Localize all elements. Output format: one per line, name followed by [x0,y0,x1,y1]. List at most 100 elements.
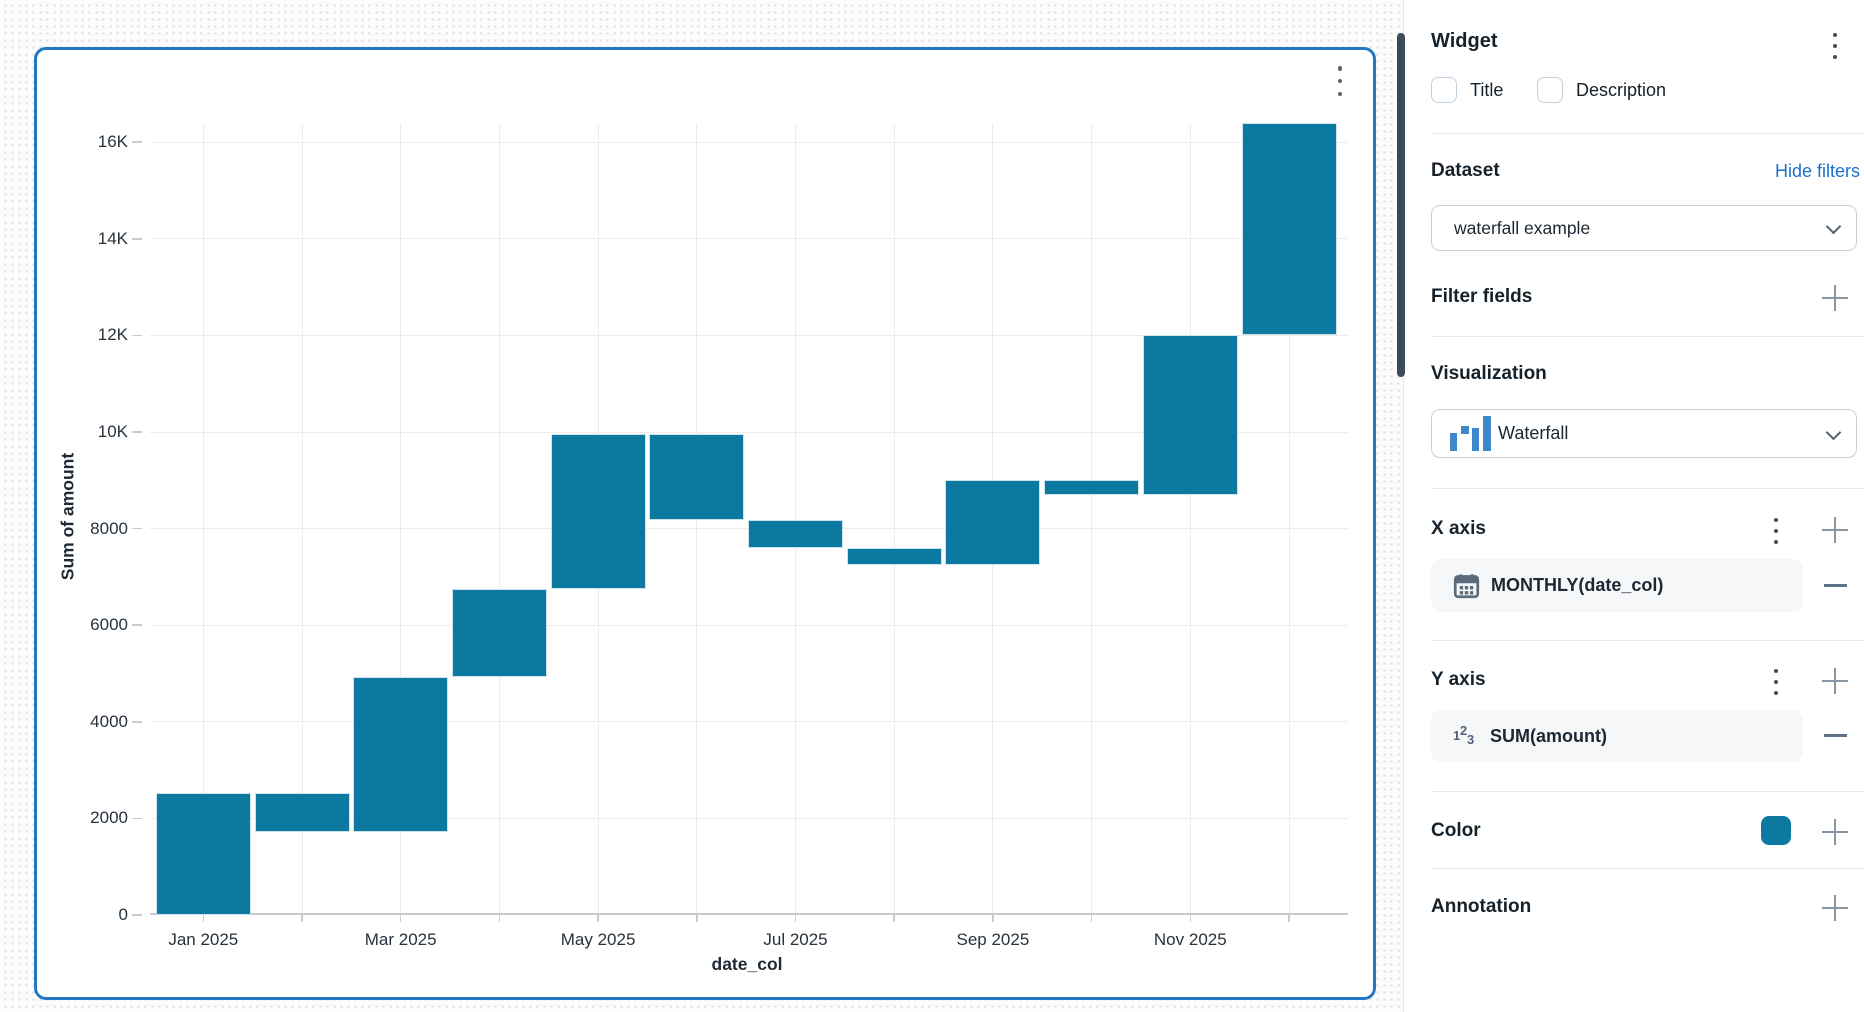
divider [1431,868,1864,869]
y-axis-tick [132,721,142,723]
gridline [498,124,500,913]
waterfall-bar[interactable] [748,519,843,548]
x-axis-tick [696,914,698,922]
gridline [1091,124,1093,913]
gridline [150,334,1348,336]
divider [1431,336,1864,337]
visualization-select[interactable]: Waterfall [1431,409,1857,458]
gridline [301,124,303,913]
title-checkbox-label: Title [1470,80,1504,100]
add-filter-plus-icon[interactable] [1822,285,1848,311]
description-checkbox[interactable] [1537,77,1563,103]
y-axis-tick [132,817,142,820]
x-tick-label: Sep 2025 [956,930,1030,949]
title-checkbox[interactable] [1431,77,1457,103]
x-axis-field-chip[interactable]: MONTHLY(date_col) [1431,559,1803,612]
y-tick-label: 0 [118,905,128,924]
waterfall-chart-icon [1450,416,1491,451]
x-axis-title: date_col [711,954,783,974]
x-axis-tick [1090,914,1093,922]
gridline [150,817,1348,819]
x-tick-label: Jan 2025 [168,930,239,949]
gridline [400,124,402,913]
y-tick-label: 16K [97,132,128,152]
waterfall-bar[interactable] [254,792,350,832]
x-axis-tick [794,914,797,922]
y-axis-tick [132,527,142,530]
y-axis-tick [132,431,142,433]
y-tick-label: 14K [97,228,128,248]
y-tick-label: 12K [97,325,128,345]
waterfall-chart: 0 2000 4000 6000 8000 10K 12K 14K 16K Jan 2025 Mar… [58,123,1348,974]
settings-panel: Widget Title Description Dataset Hide fi… [1397,0,1864,1012]
y-axis-add-plus-icon[interactable] [1822,668,1848,694]
gridline [202,124,204,913]
y-axis-remove-minus-icon[interactable] [1824,734,1847,737]
annotation-label: Annotation [1431,896,1532,917]
x-axis-add-plus-icon[interactable] [1822,517,1848,543]
waterfall-bar[interactable] [155,792,251,915]
gridline [150,721,1348,723]
chevron-down-icon [1827,219,1840,232]
hide-filters-link[interactable]: Hide filters [1774,161,1860,181]
dataset-select[interactable]: waterfall example [1431,205,1857,251]
card-menu-kebab-icon[interactable] [1330,64,1350,98]
y-axis-tick [132,624,142,626]
x-axis-tick [1189,914,1192,922]
panel-scrollbar[interactable] [1397,33,1405,377]
waterfall-bar[interactable] [353,676,449,832]
divider [1431,791,1864,792]
gridline [1189,124,1191,913]
waterfall-bar[interactable] [649,434,745,520]
gridline [1288,124,1290,913]
y-axis-label: Y axis [1431,669,1486,690]
x-axis-tick [399,914,402,922]
divider [1431,133,1864,134]
x-axis-tick [498,914,501,922]
dataset-select-value: waterfall example [1454,217,1591,238]
dataset-label: Dataset [1431,160,1500,181]
visualization-select-value: Waterfall [1498,423,1569,443]
x-tick-label: Mar 2025 [364,930,437,949]
gridline [150,624,1348,626]
color-add-plus-icon[interactable] [1822,819,1848,845]
x-axis-field: MONTHLY(date_col) [1491,575,1664,595]
y-axis-menu-kebab-icon[interactable] [1768,668,1784,696]
waterfall-bar[interactable] [1044,480,1140,496]
waterfall-bar[interactable] [1241,123,1337,336]
gridline [795,124,796,913]
x-axis-remove-minus-icon[interactable] [1824,584,1847,587]
y-axis-tick [132,914,142,916]
y-tick-label: 2000 [90,808,128,828]
gridline [150,141,1348,143]
x-axis-tick [301,914,303,922]
divider [1431,488,1864,489]
x-axis-tick [893,914,895,922]
description-checkbox-label: Description [1576,80,1667,100]
waterfall-bar[interactable] [451,588,547,677]
x-axis-tick [597,914,599,922]
x-axis-line [150,913,1348,915]
y-axis-tick [132,238,142,240]
color-label: Color [1431,820,1481,841]
x-axis-label: X axis [1431,518,1486,539]
waterfall-bar[interactable] [1142,335,1238,496]
annotation-add-plus-icon[interactable] [1822,895,1848,921]
color-swatch[interactable] [1761,816,1791,845]
waterfall-bar[interactable] [550,434,646,589]
visualization-label: Visualization [1431,363,1547,384]
y-tick-label: 8000 [90,518,128,538]
panel-title: Widget [1431,30,1498,52]
x-axis-menu-kebab-icon[interactable] [1768,517,1784,545]
waterfall-bar[interactable] [846,547,942,565]
gridline [893,124,895,913]
x-tick-label: May 2025 [560,930,636,949]
x-axis-tick [1288,914,1290,922]
widget-menu-kebab-icon[interactable] [1827,32,1843,60]
y-tick-label: 6000 [90,615,128,635]
gridline [150,431,1348,433]
waterfall-bar[interactable] [945,480,1041,565]
